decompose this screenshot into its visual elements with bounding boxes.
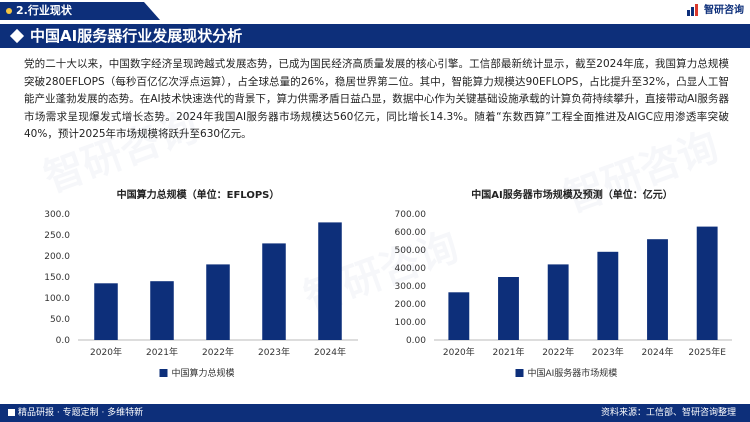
x-tick-label: 2021年 [493, 346, 525, 358]
chart-ai-server-market: 中国AI服务器市场规模及预测（单位：亿元） 0.00 100.00 200.00 300… [382, 180, 742, 390]
y-tick-label: 50.0 [50, 315, 70, 325]
title-bar: 中国AI服务器行业发展现状分析 [0, 24, 750, 48]
section-tab[interactable]: 2.行业现状 [0, 2, 160, 20]
y-tick-label: 500.00 [395, 246, 427, 256]
bar-2024年 [318, 222, 342, 340]
bar-2025年E [696, 226, 718, 340]
x-tick-label: 2022年 [202, 346, 234, 358]
body-paragraph: 党的二十大以来，中国数字经济呈现跨越式发展态势，已成为国民经济高质量发展的核心引… [24, 58, 729, 141]
y-tick-label: 150.0 [44, 273, 70, 283]
bar-2021年 [498, 277, 519, 340]
brand-bars-icon [687, 4, 698, 16]
bar-2023年 [597, 251, 619, 340]
bar-2021年 [150, 281, 174, 340]
bar-2020年 [448, 292, 470, 340]
x-tick-label: 2022年 [542, 346, 574, 358]
x-tick-label: 2020年 [90, 346, 122, 358]
bar-2022年 [547, 264, 569, 340]
x-tick-label: 2024年 [642, 346, 674, 358]
bar-2022年 [206, 264, 230, 340]
y-tick-label: 300.0 [44, 210, 70, 220]
y-tick-label: 100.00 [395, 318, 427, 328]
title-diamond-icon [9, 28, 25, 44]
bar-2024年 [647, 239, 668, 340]
x-tick-label: 2023年 [592, 346, 624, 358]
brand-name: 智研咨询 [704, 5, 744, 16]
footer-square-icon [8, 409, 15, 416]
legend-swatch [159, 369, 168, 377]
y-tick-label: 250.0 [44, 231, 70, 241]
section-label: 2.行业现状 [16, 4, 72, 17]
section-dot-icon [6, 8, 12, 14]
page-title: 中国AI服务器行业发展现状分析 [30, 27, 243, 45]
brand-logo: 智研咨询 [687, 3, 744, 19]
bar-2023年 [262, 243, 286, 340]
x-tick-label: 2023年 [258, 346, 290, 358]
footer-source: 资料来源：工信部、智研咨询整理 [600, 408, 736, 418]
top-bar: 2.行业现状 智研咨询 [0, 0, 750, 22]
bar-2020年 [94, 283, 118, 340]
x-tick-label: 2021年 [146, 346, 178, 358]
y-tick-label: 700.00 [395, 210, 427, 220]
legend-label: 中国算力总规模 [172, 367, 235, 379]
chart-title: 中国算力总规模（单位：EFLOPS） [117, 188, 280, 201]
y-tick-label: 200.00 [395, 300, 427, 310]
x-tick-label: 2020年 [443, 346, 475, 358]
chart-ai-server-market-svg: 中国AI服务器市场规模及预测（单位：亿元） 0.00 100.00 200.00 300… [395, 188, 732, 379]
chart-computing-power: 中国算力总规模（单位：EFLOPS） 0.0 50.0 100.0 150.0 200.0… [8, 180, 368, 390]
y-tick-label: 0.0 [56, 336, 71, 346]
x-tick-label: 2025年E [688, 346, 726, 358]
y-tick-label: 200.0 [44, 252, 70, 262]
footer-left-text: 精品研报 · 专题定制 · 多维特新 [18, 408, 144, 418]
y-tick-label: 100.0 [44, 294, 70, 304]
footer-left: 精品研报 · 专题定制 · 多维特新 [8, 404, 143, 422]
chart-title: 中国AI服务器市场规模及预测（单位：亿元） [471, 188, 672, 201]
y-tick-label: 0.00 [406, 336, 426, 346]
chart-computing-power-svg: 中国算力总规模（单位：EFLOPS） 0.0 50.0 100.0 150.0 200.0… [44, 188, 358, 379]
legend-label: 中国AI服务器市场规模 [528, 367, 618, 379]
legend-swatch [515, 369, 524, 377]
y-tick-label: 300.00 [395, 282, 427, 292]
x-tick-label: 2024年 [314, 346, 346, 358]
footer-bar: 精品研报 · 专题定制 · 多维特新 资料来源：工信部、智研咨询整理 [0, 404, 750, 422]
y-tick-label: 400.00 [395, 264, 427, 274]
y-tick-label: 600.00 [395, 228, 427, 238]
